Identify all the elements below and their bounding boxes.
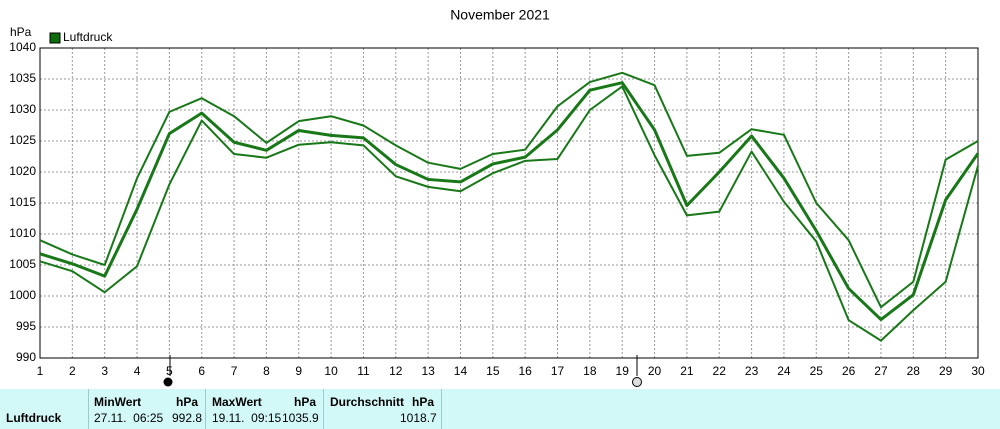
chart: November 2021 hPa Luftdruck 990 995 1000 10… xyxy=(9,7,985,387)
x-tick-label: 10 xyxy=(324,364,338,378)
x-tick-label: 23 xyxy=(745,364,759,378)
x-tick-label: 18 xyxy=(583,364,597,378)
x-tick-label: 22 xyxy=(713,364,727,378)
x-tick-label: 28 xyxy=(907,364,921,378)
x-tick-label: 17 xyxy=(551,364,565,378)
y-tick-label: 1035 xyxy=(9,71,36,85)
x-tick-label: 9 xyxy=(295,364,302,378)
y-tick-label: 1005 xyxy=(9,257,36,271)
x-tick-label: 12 xyxy=(389,364,403,378)
col-value: 1035.9 xyxy=(282,411,319,425)
x-tick-label: 15 xyxy=(486,364,500,378)
y-tick-label: 1020 xyxy=(9,164,36,178)
row-label: Luftdruck xyxy=(6,411,62,425)
x-tick-label: 19 xyxy=(616,364,630,378)
y-tick-label: 1015 xyxy=(9,195,36,209)
marker-new xyxy=(632,377,642,387)
y-tick-label: 995 xyxy=(16,319,36,333)
x-tick-label: 29 xyxy=(939,364,953,378)
x-tick-label: 21 xyxy=(680,364,694,378)
series-line xyxy=(39,71,979,309)
y-tick-label: 1025 xyxy=(9,133,36,147)
separator xyxy=(323,389,324,429)
y-tick-label: 1000 xyxy=(9,288,36,302)
separator xyxy=(441,389,442,429)
col-unit: hPa xyxy=(412,395,435,409)
col-title: MinWert xyxy=(94,395,142,409)
col-unit: hPa xyxy=(294,395,317,409)
separator xyxy=(88,389,89,429)
x-tick-label: 8 xyxy=(263,364,270,378)
col-value: 992.8 xyxy=(172,411,203,425)
x-tick-label: 11 xyxy=(357,364,370,378)
plot-frame xyxy=(39,47,979,359)
marker-full xyxy=(163,377,173,387)
x-tick-label: 16 xyxy=(518,364,532,378)
chart-title: November 2021 xyxy=(450,7,550,23)
series-line xyxy=(39,85,979,342)
col-unit: hPa xyxy=(176,395,199,409)
x-tick-label: 20 xyxy=(648,364,662,378)
x-tick-label: 4 xyxy=(134,364,141,378)
x-tick-label: 24 xyxy=(777,364,791,378)
x-tick-label: 26 xyxy=(842,364,856,378)
col-time: 19.11. 09:15 xyxy=(212,411,282,425)
col-title: MaxWert xyxy=(212,395,262,409)
x-tick-label: 13 xyxy=(421,364,435,378)
y-unit: hPa xyxy=(10,25,32,39)
x-tick-label: 14 xyxy=(454,364,468,378)
series-line xyxy=(39,81,980,322)
y-tick-label: 1030 xyxy=(9,102,36,116)
separator xyxy=(205,389,206,429)
x-tick-label: 1 xyxy=(37,364,44,378)
legend-swatch xyxy=(49,32,61,44)
x-tick-label: 30 xyxy=(971,364,985,378)
x-tick-label: 6 xyxy=(198,364,205,378)
x-tick-label: 2 xyxy=(69,364,76,378)
stats-table: Luftdruck MinWert hPa 27.11. 06:25 992.8… xyxy=(0,389,1000,429)
x-tick-label: 3 xyxy=(101,364,108,378)
col-time: 27.11. 06:25 xyxy=(94,411,164,425)
x-tick-label: 27 xyxy=(874,364,888,378)
x-tick-label: 25 xyxy=(810,364,824,378)
y-tick-label: 990 xyxy=(16,350,36,364)
legend-label: Luftdruck xyxy=(63,30,113,44)
x-tick-label: 5 xyxy=(166,364,173,378)
y-tick-label: 1040 xyxy=(9,40,36,54)
x-tick-label: 7 xyxy=(231,364,238,378)
col-value: 1018.7 xyxy=(400,411,437,425)
col-title: Durchschnitt xyxy=(330,395,405,409)
y-tick-label: 1010 xyxy=(9,226,36,240)
